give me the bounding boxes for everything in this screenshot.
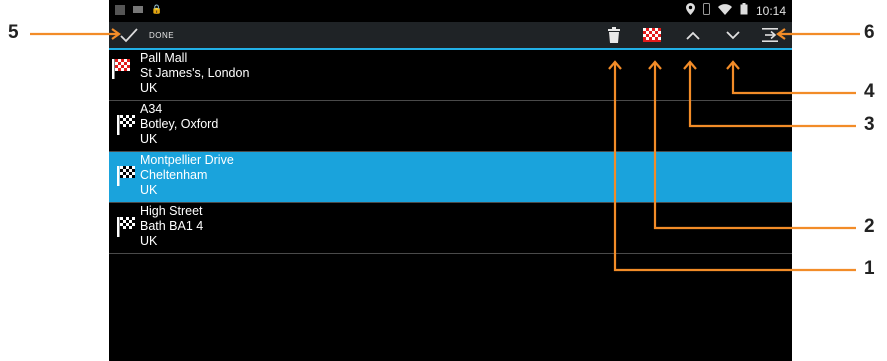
wifi-icon	[717, 3, 732, 18]
destination-address: High Street Bath BA1 4 UK	[140, 204, 203, 249]
notification-icons: 🔒	[115, 4, 162, 15]
waypoint-flag-icon	[117, 115, 139, 135]
tablet-screen: 🔒 10:14 DONE	[109, 0, 792, 361]
callout-3: 3	[864, 114, 875, 135]
destination-address: Montpellier Drive Cheltenham UK	[140, 153, 234, 198]
done-button[interactable]: DONE	[119, 25, 174, 45]
address-locality: Botley, Oxford	[140, 117, 219, 131]
action-bar: DONE	[109, 22, 792, 50]
address-street: A34	[140, 102, 163, 116]
move-up-button[interactable]	[683, 25, 703, 45]
address-country: UK	[140, 183, 158, 197]
address-country: UK	[140, 81, 158, 95]
screen-icon	[133, 6, 143, 13]
trash-icon	[608, 27, 620, 43]
insert-waypoint-icon	[762, 28, 778, 42]
final-destination-flag-icon	[112, 59, 134, 79]
clock: 10:14	[755, 3, 786, 18]
destination-address: A34 Botley, Oxford UK	[140, 102, 218, 147]
callout-4: 4	[864, 81, 875, 102]
destination-row[interactable]: Pall Mall St James's, London UK	[109, 50, 792, 101]
system-icons: 10:14	[685, 3, 786, 18]
set-destination-button[interactable]	[642, 25, 662, 45]
insert-waypoint-button[interactable]	[760, 25, 780, 45]
done-label: DONE	[149, 30, 175, 40]
callout-2: 2	[864, 216, 875, 237]
callout-5: 5	[8, 22, 19, 43]
gallery-icon	[115, 4, 125, 15]
address-country: UK	[140, 132, 158, 146]
checkered-flag-icon	[643, 28, 661, 42]
destination-address: Pall Mall St James's, London UK	[140, 51, 249, 96]
waypoint-flag-icon	[117, 217, 139, 237]
vibrate-icon	[702, 3, 710, 18]
address-locality: St James's, London	[140, 66, 250, 80]
callout-1: 1	[864, 258, 875, 279]
callout-6: 6	[864, 22, 875, 43]
delete-button[interactable]	[604, 25, 624, 45]
address-locality: Bath BA1 4	[140, 219, 204, 233]
destination-row[interactable]: A34 Botley, Oxford UK	[109, 101, 792, 152]
waypoint-flag-icon	[117, 166, 139, 186]
status-bar: 🔒 10:14	[109, 0, 792, 22]
address-street: Montpellier Drive	[140, 153, 234, 167]
destination-list: Pall Mall St James's, London UK A34 Botley,…	[109, 50, 792, 254]
address-street: Pall Mall	[140, 51, 188, 65]
address-locality: Cheltenham	[140, 168, 208, 182]
address-street: High Street	[140, 204, 203, 218]
chevron-up-icon	[686, 31, 700, 40]
location-icon	[685, 3, 695, 18]
lock-icon: 🔒	[151, 4, 163, 14]
chevron-down-icon	[726, 30, 740, 39]
address-country: UK	[140, 234, 158, 248]
destination-row[interactable]: Montpellier Drive Cheltenham UK	[109, 152, 792, 203]
checkmark-icon	[120, 28, 138, 43]
battery-icon	[740, 3, 748, 18]
destination-row[interactable]: High Street Bath BA1 4 UK	[109, 203, 792, 254]
move-down-button[interactable]	[723, 25, 743, 45]
